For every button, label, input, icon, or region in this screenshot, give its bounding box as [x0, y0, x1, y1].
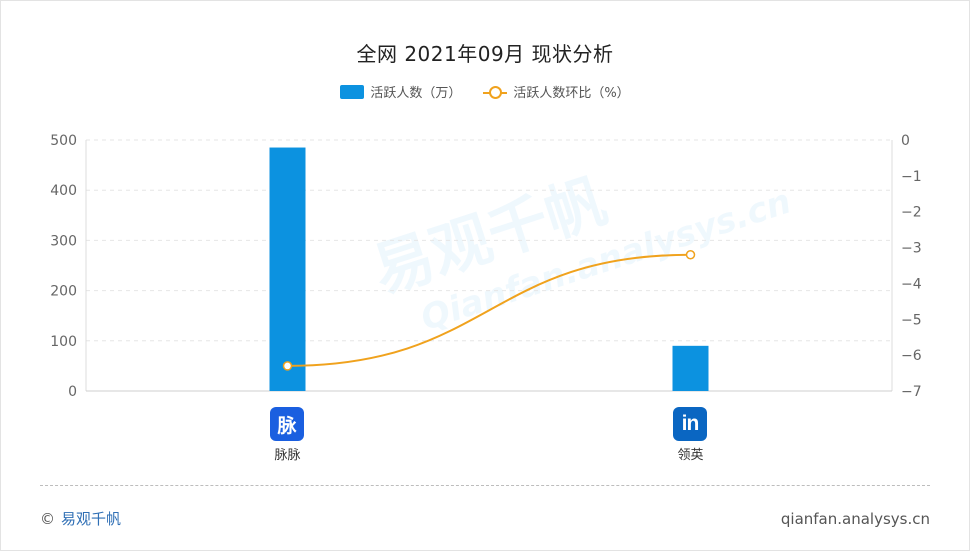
bar-0 — [269, 147, 306, 391]
y2-axis-tick-label: −2 — [901, 205, 922, 221]
y-axis-tick-label: 100 — [50, 334, 77, 350]
maimai-icon: 脉 — [270, 407, 304, 441]
x-axis-category-label: 脉脉 — [274, 448, 300, 463]
y-axis-tick-label: 0 — [68, 384, 77, 400]
bar-1 — [672, 345, 709, 391]
legend-bar-label: 活跃人数（万） — [370, 86, 462, 101]
y2-axis-tick-label: −7 — [901, 384, 922, 400]
legend-bar-swatch — [340, 84, 365, 99]
line-point-0 — [282, 361, 293, 371]
y2-axis-tick-label: −3 — [901, 241, 922, 257]
line-series — [287, 253, 691, 367]
footer-brand: © 易观千帆 — [40, 508, 121, 529]
y2-axis-tick-label: −1 — [901, 169, 922, 185]
linkedin-icon: in — [673, 407, 707, 441]
y-axis-tick-label: 400 — [50, 183, 77, 199]
legend-item-line[interactable]: 活跃人数环比（%） — [483, 82, 630, 101]
footer-site: qianfan.analysys.cn — [780, 510, 930, 528]
y-axis-tick-label: 200 — [50, 284, 77, 300]
legend-item-bar[interactable]: 活跃人数（万） — [340, 82, 461, 101]
line-point-1 — [685, 249, 696, 260]
copyright-symbol: © — [40, 509, 55, 528]
legend-line-swatch — [483, 85, 508, 99]
chart-legend: 活跃人数（万） 活跃人数环比（%） — [0, 82, 970, 101]
y2-axis-tick-label: −5 — [901, 312, 922, 328]
y2-axis-tick-label: 0 — [901, 133, 910, 149]
chart-title: 全网 2021年09月 现状分析 — [356, 42, 614, 66]
y2-axis-tick-label: −4 — [901, 276, 922, 292]
legend-line-label: 活跃人数环比（%） — [513, 86, 630, 101]
y-axis-tick-label: 500 — [50, 133, 77, 149]
brand-name: 易观千帆 — [61, 510, 122, 528]
x-axis-category-label: 领英 — [677, 448, 703, 463]
y-axis-tick-label: 300 — [50, 233, 77, 249]
footer-divider — [40, 485, 930, 486]
y2-axis-tick-label: −6 — [901, 348, 922, 364]
